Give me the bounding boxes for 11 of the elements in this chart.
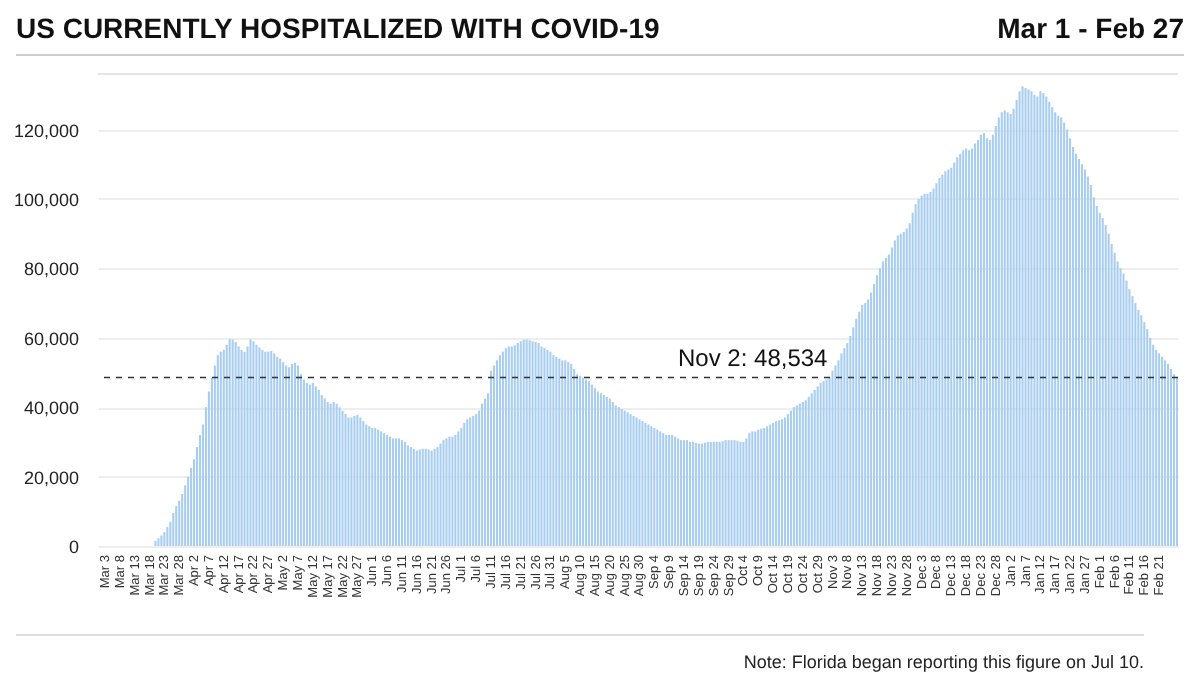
y-tick-label: 120,000 (13, 120, 79, 141)
y-tick-label: 100,000 (13, 189, 79, 210)
y-tick-label: 20,000 (23, 467, 79, 488)
y-tick-label: 60,000 (23, 328, 79, 349)
text: Note: Florida began reporting this figure on Jul 10. (743, 652, 1144, 672)
chart-subtitle: Mar 1 - Feb 27 (997, 11, 1184, 43)
y-tick-label: 40,000 (23, 398, 79, 419)
ref-line-label: Nov 2: 48,534 (678, 343, 829, 372)
y-tick-label: 0 (68, 537, 79, 557)
chart-title: US CURRENTLY HOSPITALIZED WITH COVID-19 (16, 11, 660, 43)
y-tick-label: 80,000 (23, 259, 79, 280)
